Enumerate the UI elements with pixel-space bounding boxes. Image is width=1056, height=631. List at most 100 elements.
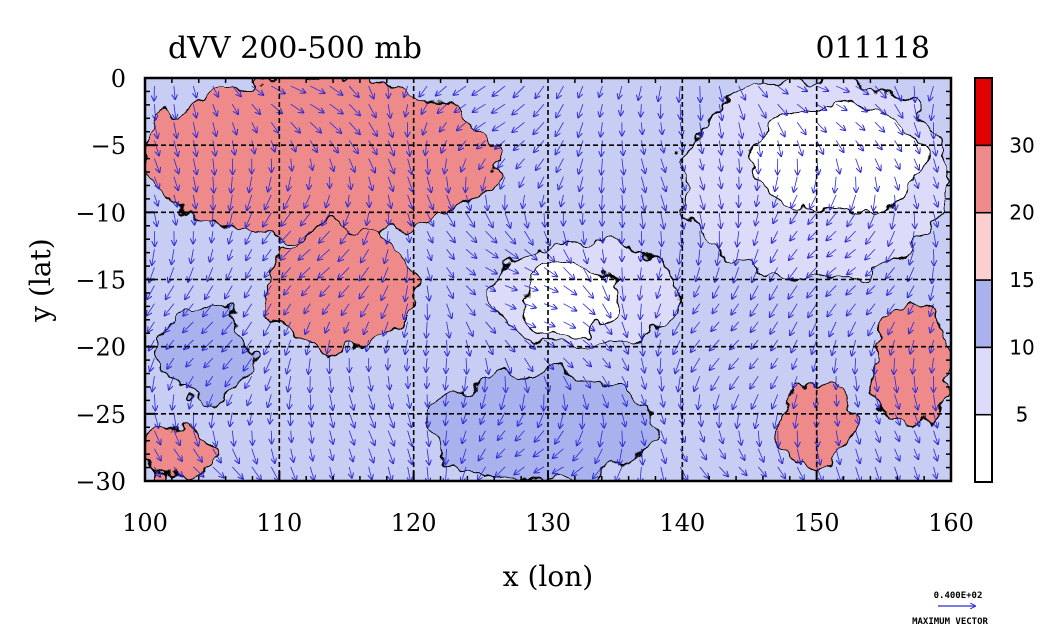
wind-vector-384 bbox=[446, 249, 454, 259]
wind-vector-457 bbox=[265, 285, 272, 296]
wind-vector-847 bbox=[679, 448, 686, 461]
wind-vector-194 bbox=[739, 158, 740, 173]
wind-vector-128 bbox=[252, 140, 255, 153]
wind-vector-493 bbox=[165, 303, 175, 316]
wind-vector-827 bbox=[291, 448, 294, 462]
wind-vector-137 bbox=[425, 140, 427, 154]
wind-vector-303 bbox=[465, 212, 474, 227]
wind-vector-155 bbox=[778, 140, 781, 156]
wind-vector-121 bbox=[913, 122, 919, 137]
wind-vector-136 bbox=[408, 140, 410, 155]
wind-vector-760 bbox=[582, 412, 583, 428]
wind-vector-492 bbox=[147, 303, 155, 316]
wind-vector-590 bbox=[465, 339, 470, 356]
wind-vector-574 bbox=[149, 339, 155, 351]
wind-vector-557 bbox=[621, 321, 627, 337]
wind-vector-43 bbox=[193, 104, 196, 117]
wind-vector-507 bbox=[446, 303, 452, 318]
wind-vector-532 bbox=[930, 303, 934, 316]
wind-vector-438 bbox=[696, 267, 701, 280]
wind-vector-201 bbox=[874, 158, 880, 171]
wind-vector-538 bbox=[243, 321, 253, 335]
wind-vector-773 bbox=[836, 412, 838, 425]
wind-vector-642 bbox=[675, 357, 681, 373]
wind-vector-699 bbox=[189, 394, 194, 408]
wind-vector-686 bbox=[730, 375, 740, 389]
wind-vector-567 bbox=[810, 321, 818, 336]
wind-vector-111 bbox=[719, 122, 721, 137]
wind-vector-551 bbox=[504, 321, 516, 330]
wind-vector-718 bbox=[563, 394, 565, 410]
colorbar-swatch-5 bbox=[974, 77, 993, 147]
wind-vector-3 bbox=[212, 85, 218, 97]
wind-vector-518 bbox=[656, 303, 662, 318]
wind-vector-524 bbox=[770, 303, 779, 317]
wind-vector-380 bbox=[361, 249, 370, 262]
wind-vector-388 bbox=[524, 248, 536, 259]
wind-vector-360 bbox=[772, 230, 779, 243]
wind-vector-738 bbox=[154, 412, 158, 427]
wind-vector-361 bbox=[790, 230, 798, 240]
wind-vector-133 bbox=[348, 140, 358, 153]
wind-vector-254 bbox=[304, 194, 311, 208]
wind-vector-74 bbox=[796, 103, 807, 112]
wind-vector-52 bbox=[368, 104, 376, 117]
wind-vector-207 bbox=[193, 176, 196, 192]
wind-vector-174 bbox=[348, 158, 355, 172]
wind-vector-23 bbox=[599, 85, 602, 97]
wind-vector-318 bbox=[755, 212, 758, 225]
wind-vector-78 bbox=[874, 103, 886, 114]
wind-vector-824 bbox=[231, 448, 239, 463]
wind-vector-758 bbox=[538, 412, 545, 427]
wind-vector-332 bbox=[229, 231, 233, 243]
wind-vector-896 bbox=[835, 466, 841, 481]
wind-vector-467 bbox=[465, 285, 475, 295]
wind-vector-294 bbox=[281, 212, 292, 226]
wind-vector-65 bbox=[621, 104, 622, 115]
wind-vector-426 bbox=[465, 267, 475, 274]
wind-vector-570 bbox=[868, 321, 876, 335]
wind-vector-219 bbox=[426, 176, 431, 192]
wind-vector-842 bbox=[573, 448, 584, 461]
wind-vector-795 bbox=[462, 430, 466, 444]
wind-vector-200 bbox=[855, 158, 861, 172]
wind-vector-25 bbox=[638, 85, 641, 100]
wind-vector-481 bbox=[732, 285, 740, 299]
wind-vector-668 bbox=[388, 376, 390, 389]
wind-vector-640 bbox=[641, 357, 644, 372]
wind-vector-22 bbox=[578, 85, 584, 97]
wind-vector-304 bbox=[485, 212, 493, 227]
wind-vector-371 bbox=[191, 249, 194, 263]
wind-vector-833 bbox=[407, 448, 412, 464]
wind-vector-587 bbox=[405, 339, 408, 354]
wind-vector-392 bbox=[602, 249, 604, 262]
wind-vector-181 bbox=[479, 158, 486, 170]
wind-vector-861 bbox=[154, 466, 160, 477]
wind-vector-396 bbox=[679, 249, 680, 263]
wind-vector-447 bbox=[866, 267, 876, 275]
wind-vector-218 bbox=[407, 176, 413, 192]
wind-vector-108 bbox=[661, 122, 662, 134]
wind-vector-722 bbox=[641, 394, 645, 404]
wind-vector-660 bbox=[225, 375, 233, 386]
wind-vector-510 bbox=[504, 303, 515, 309]
wind-vector-335 bbox=[280, 230, 292, 243]
wind-vector-158 bbox=[835, 140, 843, 152]
wind-vector-787 bbox=[310, 430, 312, 443]
wind-vector-389 bbox=[543, 249, 554, 261]
wind-vector-839 bbox=[516, 448, 525, 456]
wind-vector-81 bbox=[931, 104, 933, 120]
wind-vector-494 bbox=[183, 303, 194, 316]
y-tick-label-10: −10 bbox=[75, 199, 126, 227]
wind-vector-694 bbox=[895, 376, 897, 392]
field-region-1 bbox=[145, 78, 495, 240]
wind-vector-466 bbox=[446, 285, 453, 298]
wind-vector-894 bbox=[796, 466, 804, 480]
wind-vector-244 bbox=[914, 176, 918, 188]
x-axis-ticks: 100 110 120 130 140 150 160 bbox=[122, 78, 974, 537]
wind-vector-167 bbox=[213, 158, 215, 175]
wind-vector-453 bbox=[185, 285, 194, 300]
wind-vector-55 bbox=[422, 103, 428, 114]
wind-vector-670 bbox=[427, 376, 428, 388]
wind-vector-900 bbox=[913, 466, 918, 480]
